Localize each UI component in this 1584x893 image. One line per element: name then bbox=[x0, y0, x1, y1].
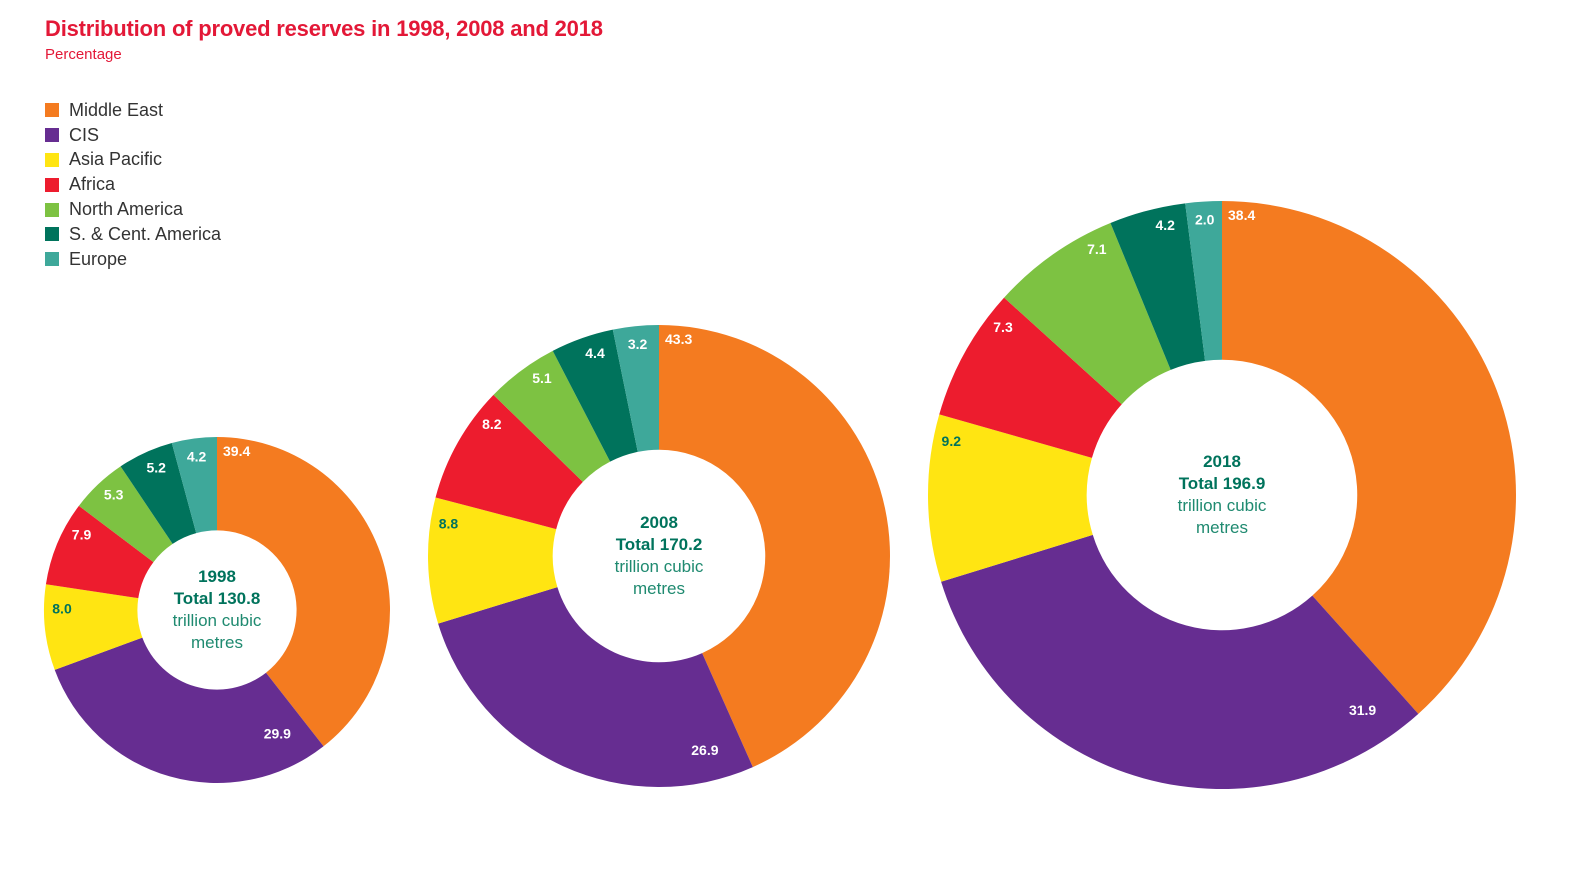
legend-item-north-america: North America bbox=[45, 197, 221, 222]
legend-label: North America bbox=[69, 199, 184, 220]
segment-s-cent-america bbox=[552, 329, 638, 462]
center-unit-line2: metres bbox=[1196, 518, 1248, 537]
segment-cis bbox=[941, 534, 1419, 790]
segment-middle-east bbox=[217, 437, 390, 747]
segment-s-cent-america bbox=[1110, 203, 1206, 370]
segment-asia-pacific bbox=[428, 497, 558, 624]
legend-item-s-cent-america: S. & Cent. America bbox=[45, 222, 221, 247]
center-total: Total 170.2 bbox=[616, 535, 703, 554]
segment-middle-east bbox=[1222, 201, 1517, 714]
data-label-africa: 7.9 bbox=[72, 527, 92, 543]
segment-africa bbox=[939, 297, 1122, 458]
data-label-asia-pacific: 9.2 bbox=[942, 433, 962, 449]
legend-label: CIS bbox=[69, 124, 100, 145]
data-label-europe: 2.0 bbox=[1195, 212, 1215, 228]
data-label-africa: 7.3 bbox=[993, 319, 1013, 335]
legend-swatch bbox=[45, 152, 59, 167]
center-unit-line1: trillion cubic bbox=[1178, 496, 1267, 515]
chart-subtitle: Percentage bbox=[45, 46, 122, 63]
legend-label: S. & Cent. America bbox=[69, 223, 222, 244]
data-label-cis: 26.9 bbox=[691, 742, 718, 758]
legend-swatch bbox=[45, 128, 59, 143]
data-label-cis: 31.9 bbox=[1349, 702, 1376, 718]
center-unit-line2: metres bbox=[633, 579, 685, 598]
data-label-europe: 4.2 bbox=[187, 448, 207, 464]
segment-europe bbox=[1185, 201, 1222, 361]
data-label-s-cent-america: 4.4 bbox=[585, 345, 605, 361]
center-year: 1998 bbox=[198, 567, 236, 586]
donut-2018: 38.4 31.9 9.2 7.3 7.1 4.2 2.0 2018 Total 196.9 tr… bbox=[928, 201, 1517, 790]
legend-swatch bbox=[45, 103, 59, 118]
segment-africa bbox=[45, 505, 154, 599]
legend-swatch bbox=[45, 202, 59, 217]
donut-2008: 43.3 26.9 8.8 8.2 5.1 4.4 3.2 2008 Total 170.2 tr… bbox=[428, 325, 891, 788]
segment-cis bbox=[54, 637, 324, 783]
legend-swatch bbox=[45, 252, 59, 267]
chart-title: Distribution of proved reserves in 1998,… bbox=[45, 16, 603, 41]
legend-item-middle-east: Middle East bbox=[45, 98, 221, 123]
data-label-middle-east: 39.4 bbox=[223, 443, 250, 459]
data-label-asia-pacific: 8.8 bbox=[439, 516, 459, 532]
segment-europe bbox=[171, 437, 217, 534]
center-unit-line2: metres bbox=[191, 633, 243, 652]
data-label-middle-east: 38.4 bbox=[1228, 207, 1255, 223]
segment-s-cent-america bbox=[120, 443, 197, 544]
segment-cis bbox=[438, 587, 753, 788]
data-label-asia-pacific: 8.0 bbox=[52, 600, 72, 616]
legend-label: Middle East bbox=[69, 99, 164, 120]
legend-item-africa: Africa bbox=[45, 172, 221, 197]
data-label-middle-east: 43.3 bbox=[665, 331, 692, 347]
data-label-africa: 8.2 bbox=[482, 416, 502, 432]
center-unit-line1: trillion cubic bbox=[615, 557, 704, 576]
segment-asia-pacific bbox=[43, 584, 143, 670]
center-year: 2008 bbox=[640, 513, 678, 532]
segment-north-america bbox=[1004, 222, 1171, 405]
data-label-s-cent-america: 5.2 bbox=[146, 459, 166, 475]
legend-item-cis: CIS bbox=[45, 123, 221, 148]
segment-europe bbox=[612, 325, 659, 452]
center-unit-line1: trillion cubic bbox=[173, 611, 262, 630]
data-label-cis: 29.9 bbox=[264, 726, 291, 742]
data-label-europe: 3.2 bbox=[628, 336, 648, 352]
data-label-north-america: 5.3 bbox=[104, 486, 124, 502]
data-label-north-america: 5.1 bbox=[532, 370, 552, 386]
legend-item-asia-pacific: Asia Pacific bbox=[45, 148, 221, 173]
legend-item-europe: Europe bbox=[45, 247, 221, 272]
legend-swatch bbox=[45, 177, 59, 192]
segment-asia-pacific bbox=[928, 414, 1093, 582]
data-label-s-cent-america: 4.2 bbox=[1155, 217, 1175, 233]
legend-label: Asia Pacific bbox=[69, 149, 163, 170]
center-total: Total 130.8 bbox=[174, 589, 261, 608]
legend-swatch bbox=[45, 227, 59, 242]
center-year: 2018 bbox=[1203, 452, 1241, 471]
center-total: Total 196.9 bbox=[1179, 474, 1266, 493]
legend-label: Europe bbox=[69, 248, 128, 269]
legend: Middle East CIS Asia Pacific Africa Nort… bbox=[45, 98, 221, 272]
donut-1998: 39.4 29.9 8.0 7.9 5.3 5.2 4.2 1998 Total 130.8 tr… bbox=[43, 437, 390, 783]
segment-north-america bbox=[78, 466, 173, 563]
segment-north-america bbox=[493, 350, 611, 482]
data-label-north-america: 7.1 bbox=[1087, 241, 1107, 257]
segment-africa bbox=[435, 394, 583, 530]
segment-middle-east bbox=[659, 325, 891, 768]
legend-label: Africa bbox=[69, 174, 116, 195]
